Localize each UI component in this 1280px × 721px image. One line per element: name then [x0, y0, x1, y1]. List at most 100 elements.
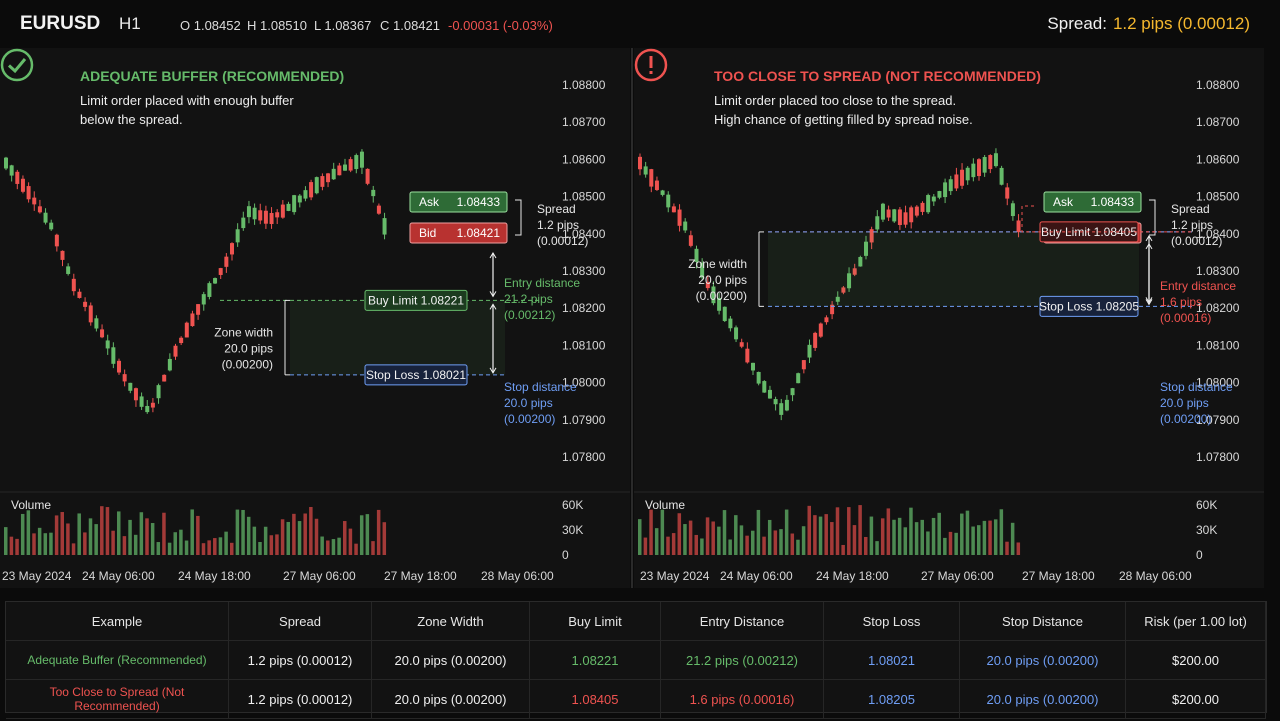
candle-body [20, 178, 25, 192]
y-tick-label: 1.08600 [1196, 152, 1240, 166]
volume-bar [201, 543, 206, 555]
candle-body [337, 165, 342, 176]
chart-svg-not-recommended[interactable]: 1.08800 1.08700 1.08600 1.08500 1.08400 1.083… [634, 48, 1264, 588]
table-cell: 20.0 pips (0.00200) [371, 640, 530, 680]
candle-body [677, 209, 682, 226]
candle-body [94, 318, 99, 329]
volume-bar [705, 517, 710, 555]
volume-bar [150, 523, 155, 555]
candle-body [117, 360, 121, 373]
candle-body [960, 169, 965, 186]
chart-panel-recommended[interactable]: 1.08800 1.08700 1.08600 1.08500 1.08400 1.083… [0, 48, 630, 588]
candle-body [993, 153, 998, 167]
volume-bar [54, 515, 59, 555]
candle-body [982, 157, 987, 173]
candle-body [914, 206, 919, 216]
candle-body [77, 291, 82, 298]
volume-bar [128, 519, 132, 555]
volume-bar [100, 506, 104, 555]
arrow-head [489, 291, 497, 298]
volume-tick-label: 0 [1196, 548, 1203, 562]
candle-body [660, 190, 665, 195]
candle-body [359, 151, 364, 168]
volume-bar [751, 530, 755, 555]
volume-bar [376, 509, 381, 555]
y-tick-label: 1.07900 [1196, 413, 1240, 427]
stop-distance-note: Stop distance [504, 380, 577, 394]
candle-body [241, 217, 246, 229]
candle-body [671, 206, 676, 213]
volume-bar [218, 537, 223, 555]
chart-header: EURUSD H1 O 1.08452 H 1.08510 L 1.08367 … [0, 0, 1280, 48]
volume-bar [1005, 541, 1009, 555]
candle-body [688, 235, 693, 246]
candle-body [218, 268, 223, 275]
table-row: Adequate Buffer (Recommended) 1.2 pips (… [6, 640, 1266, 680]
entry-zone [768, 231, 1139, 307]
candle-body [728, 318, 733, 329]
candle-body [354, 155, 359, 170]
volume-bar [9, 536, 14, 555]
candle-body [128, 382, 133, 391]
candle-body [1010, 203, 1015, 217]
volume-bar [241, 509, 245, 555]
chart-panel-not-recommended[interactable]: 1.08800 1.08700 1.08600 1.08500 1.08400 1.083… [634, 48, 1264, 588]
candle-body [292, 195, 297, 213]
x-tick-label: 24 May 06:00 [720, 569, 793, 583]
x-tick-label: 23 May 2024 [2, 569, 72, 583]
volume-bar [196, 515, 200, 555]
ask-label: Ask [1053, 195, 1074, 209]
candle-body [977, 159, 981, 177]
zone-width-label: 20.0 pips [224, 341, 273, 355]
candle-body [841, 287, 846, 293]
candle-body [348, 159, 353, 171]
volume-bar [931, 517, 936, 555]
y-tick-label: 1.08400 [562, 227, 606, 241]
candle-body [376, 205, 381, 214]
volume-bar [292, 513, 296, 555]
volume-bar [886, 508, 891, 555]
volume-bar [303, 513, 307, 555]
volume-bar [920, 519, 924, 555]
volume-bar [711, 521, 715, 555]
volume-bar [331, 539, 336, 555]
candle-body [762, 381, 767, 393]
table-cell: 1.6 pips (0.00016) [660, 679, 824, 719]
candle-body [263, 210, 268, 224]
volume-bar [660, 509, 665, 555]
volume-bar [224, 531, 228, 555]
column-header: Buy Limit [529, 602, 661, 641]
candle-body [314, 177, 319, 194]
zone-width-label: (0.00200) [222, 357, 273, 371]
timeframe-label[interactable]: H1 [119, 14, 141, 33]
y-tick-label: 1.08100 [1196, 338, 1240, 352]
candle-body [756, 371, 761, 384]
candle-body [173, 345, 178, 357]
chart-svg-recommended[interactable]: 1.08800 1.08700 1.08600 1.08500 1.08400 1.083… [0, 48, 630, 588]
x-tick-label: 27 May 06:00 [921, 569, 994, 583]
candle-body [954, 174, 959, 189]
volume-bar [43, 533, 48, 555]
volume-tick-label: 60K [562, 498, 583, 512]
volume-bar [892, 519, 896, 555]
symbol-label[interactable]: EURUSD [20, 13, 101, 34]
candle-body [773, 399, 778, 405]
y-tick-label: 1.08700 [562, 115, 606, 129]
x-tick-label: 27 May 18:00 [1022, 569, 1095, 583]
stop-distance-note: Stop distance [1160, 380, 1233, 394]
volume-bar [354, 543, 358, 555]
candle-body [71, 278, 76, 292]
volume-bar [677, 513, 682, 555]
candle-body [15, 171, 20, 184]
volume-bar [722, 510, 727, 555]
candle-body [326, 173, 331, 183]
candle-body [767, 389, 772, 399]
volume-bar [818, 516, 823, 555]
volume-bar [790, 533, 795, 555]
candle-body [320, 176, 325, 187]
check-circle-icon [0, 48, 34, 82]
low-value: L 1.08367 [314, 18, 372, 33]
volume-bar [337, 537, 341, 555]
candle-body [734, 327, 739, 340]
arrow-head [1145, 299, 1153, 306]
